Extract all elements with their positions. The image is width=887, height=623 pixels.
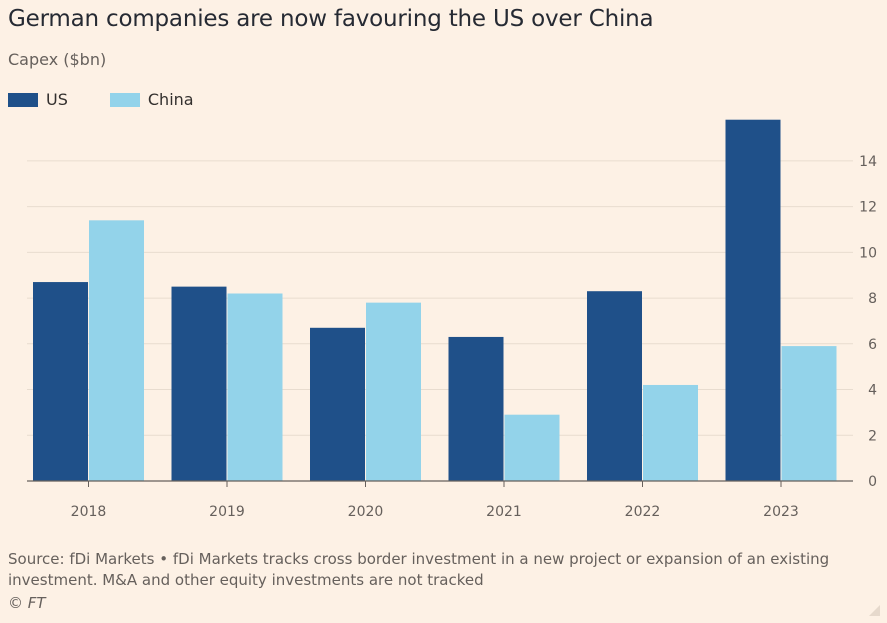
bar-china-2021	[504, 414, 560, 481]
bar-us-2020	[310, 327, 365, 481]
y-tick-label: 14	[859, 154, 877, 170]
source-note: Source: fDi Markets • fDi Markets tracks…	[8, 550, 830, 589]
legend-label-us: US	[46, 90, 68, 109]
x-tick-label: 2020	[348, 504, 384, 520]
bar-us-2021	[448, 336, 504, 481]
bar-us-2018	[33, 282, 88, 481]
bar-us-2023	[725, 119, 781, 481]
y-tick-label: 6	[868, 337, 877, 353]
bar-china-2019	[227, 293, 283, 481]
resize-handle-icon	[869, 605, 880, 616]
y-tick-label: 12	[859, 200, 877, 216]
legend-item-china: China	[109, 90, 194, 109]
y-tick-label: 2	[868, 428, 877, 444]
y-tick-label: 0	[868, 474, 877, 490]
x-tick-label: 2021	[486, 504, 522, 520]
legend-swatch-us	[8, 92, 38, 107]
legend-swatch-china	[109, 92, 140, 107]
bar-us-2019	[171, 286, 227, 481]
x-tick-label: 2023	[763, 504, 799, 520]
legend-label-china: China	[147, 90, 194, 109]
bar-china-2020	[366, 302, 421, 481]
bar-us-2022	[587, 291, 642, 481]
chart-subtitle: Capex ($bn)	[8, 50, 107, 69]
chart-legend: US China	[8, 90, 236, 109]
legend-item-us: US	[8, 90, 68, 109]
bar-china-2023	[781, 346, 837, 481]
x-tick-label: 2022	[625, 504, 661, 520]
bar-china-2018	[89, 220, 144, 481]
y-tick-label: 8	[868, 291, 877, 307]
x-tick-label: 2018	[71, 504, 107, 520]
x-tick-label: 2019	[209, 504, 245, 520]
y-tick-label: 10	[859, 245, 877, 261]
chart-title: German companies are now favouring the U…	[8, 6, 654, 32]
copyright: © FT	[8, 594, 46, 612]
bar-china-2022	[643, 384, 698, 481]
y-tick-label: 4	[868, 383, 877, 399]
bar-chart: 0 2 4 6 8 10 12 14 2018 2019 2020 2021 2022 2023	[27, 119, 877, 520]
